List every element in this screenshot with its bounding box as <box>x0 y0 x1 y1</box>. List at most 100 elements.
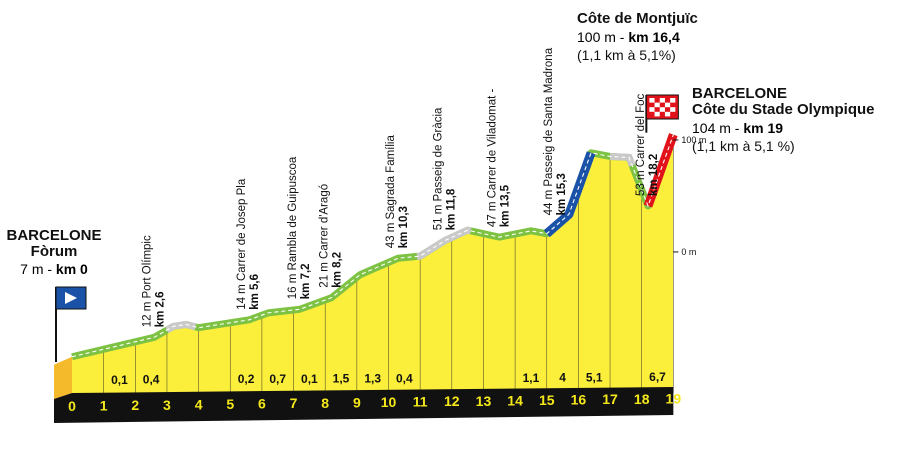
waypoint-km: km 15,3 <box>556 173 568 215</box>
gradient-label: 4 <box>559 371 566 385</box>
waypoint-name: 12 m Port Olímpic <box>141 232 153 327</box>
finish-alt: 104 m - <box>692 120 743 136</box>
km-tick-label: 14 <box>507 392 523 408</box>
start-title-line2: Fòrum <box>31 243 78 260</box>
km-tick-label: 8 <box>321 395 329 411</box>
waypoint-km: km 5,6 <box>249 274 261 310</box>
finish-flag-check <box>649 107 655 112</box>
gradient-label: 0,4 <box>396 371 413 385</box>
km-bar: 0 1 2 3 4 5 6 7 8 9 10 11 12 13 14 15 16 17 18 19 <box>54 387 681 423</box>
waypoint-name: 53 m Carrer del Foc <box>635 90 647 195</box>
climb-detail: (1,1 km à 5,1%) <box>577 47 676 63</box>
waypoint-label: 16 m Rambla de Guipuscoa km 7,2 <box>287 153 312 299</box>
start-alt: 7 m - <box>20 261 56 277</box>
climb-title: Côte de Montjuïc <box>577 10 698 27</box>
finish-title-line2: Côte du Stade Olympique <box>692 101 875 118</box>
km-tick-label: 4 <box>195 396 203 412</box>
finish-flag-check <box>654 102 660 108</box>
climb-km: km 16,4 <box>628 29 680 45</box>
waypoint-name: 16 m Rambla de Guipuscoa <box>287 153 299 299</box>
gradient-label: 0,7 <box>269 372 286 386</box>
waypoint-name: 43 m Sagrada Família <box>385 132 397 248</box>
waypoint-label: 14 m Carrer de Josep Pla km 5,6 <box>236 176 261 310</box>
waypoint-name: 14 m Carrer de Josep Pla <box>236 176 248 310</box>
finish-flag-check <box>659 107 665 112</box>
waypoint-km: km 8,2 <box>332 252 344 288</box>
gradient-label: 0,1 <box>111 373 128 387</box>
km-tick-label: 16 <box>571 392 587 408</box>
km-tick-label: 2 <box>131 397 139 413</box>
waypoint-labels: 12 m Port Olímpic km 2,6 14 m Carrer de J… <box>141 45 660 328</box>
finish-detail: (1,1 km à 5,1 %) <box>692 138 795 154</box>
profile-fill <box>72 134 674 394</box>
finish-title-line1: BARCELONE <box>692 85 787 102</box>
finish-flag-check <box>664 102 671 108</box>
km-tick-label: 11 <box>413 394 428 410</box>
waypoint-km: km 13,5 <box>499 184 511 227</box>
km-tick-label: 10 <box>381 394 397 410</box>
waypoint-name: 44 m Passeig de Santa Madrona <box>543 45 555 216</box>
finish-flag-check <box>654 111 660 117</box>
gradient-label: 1,1 <box>523 371 540 385</box>
km-tick-label: 0 <box>68 398 76 414</box>
finish-flag-check <box>664 111 671 117</box>
profile-surface <box>71 133 678 361</box>
surface-centerline <box>71 134 674 358</box>
waypoint-name: 47 m Carrer de Viladomat - <box>486 85 498 227</box>
waypoint-label: 53 m Carrer del Foc km 18,2 <box>635 90 660 195</box>
finish-km: km 19 <box>743 120 783 136</box>
waypoint-label: 21 m Carrer d'Aragó km 8,2 <box>319 181 344 288</box>
y-tick-label: 100 m <box>681 135 706 145</box>
gradient-label: 1,3 <box>364 372 381 386</box>
km-tick-label: 15 <box>539 392 555 408</box>
climb-alt: 100 m - <box>577 29 628 45</box>
km-tick-label: 17 <box>602 391 618 407</box>
y-tick-label: 0 m <box>681 247 696 257</box>
waypoint-name: 21 m Carrer d'Aragó <box>319 181 331 288</box>
km-tick-label: 9 <box>353 394 361 410</box>
km-tick-label: 6 <box>258 396 266 412</box>
km-tick-label: 19 <box>666 390 682 406</box>
waypoint-km: km 2,6 <box>154 291 166 327</box>
climb-altitude: 100 m - km 16,4 <box>577 29 680 45</box>
waypoint-label: 47 m Carrer de Viladomat - km 13,5 <box>486 85 511 227</box>
start-km: km 0 <box>56 261 88 277</box>
km-tick-label: 13 <box>476 393 492 409</box>
waypoint-km: km 11,8 <box>445 188 457 230</box>
km-tick-label: 3 <box>163 397 171 413</box>
waypoint-label: 12 m Port Olímpic km 2,6 <box>141 232 166 327</box>
gradient-label: 0,1 <box>301 372 318 386</box>
waypoint-km: km 10,3 <box>398 206 410 248</box>
gradient-label: 5,1 <box>586 371 603 385</box>
finish-flag-check <box>670 98 676 103</box>
finish-flag-check <box>649 98 655 103</box>
altitude-axis: 100 m 0 m <box>673 135 706 257</box>
waypoint-name: 51 m Passeig de Gràcia <box>432 104 444 230</box>
gradient-label: 1,5 <box>333 372 350 386</box>
km-tick-label: 12 <box>444 393 460 409</box>
start-title-line1: BARCELONE <box>6 227 101 244</box>
waypoint-label: 51 m Passeig de Gràcia km 11,8 <box>432 104 457 230</box>
km-tick-label: 1 <box>100 398 108 414</box>
gradient-label: 0,4 <box>143 373 160 387</box>
km-bar-shape <box>54 387 674 423</box>
finish-altitude: 104 m - km 19 <box>692 120 783 136</box>
profile-side-face <box>54 356 72 399</box>
start-altitude: 7 m - km 0 <box>20 261 88 277</box>
km-tick-label: 5 <box>226 396 234 412</box>
gradient-labels: 0,1 0,4 0,2 0,7 0,1 1,5 1,3 0,4 1,1 4 5,1 6,7 <box>111 370 666 387</box>
finish-flag-check <box>670 107 676 112</box>
gradient-label: 0,2 <box>238 372 255 386</box>
waypoint-km: km 18,2 <box>648 154 660 196</box>
finish-flag-check <box>659 98 665 103</box>
waypoint-label: 44 m Passeig de Santa Madrona km 15,3 <box>543 45 568 216</box>
waypoint-label: 43 m Sagrada Família km 10,3 <box>385 132 410 248</box>
start-arrow-icon <box>65 292 77 304</box>
profile-body <box>54 134 674 399</box>
km-tick-label: 7 <box>290 395 298 411</box>
km-tick-label: 18 <box>634 391 650 407</box>
markers <box>55 94 679 362</box>
